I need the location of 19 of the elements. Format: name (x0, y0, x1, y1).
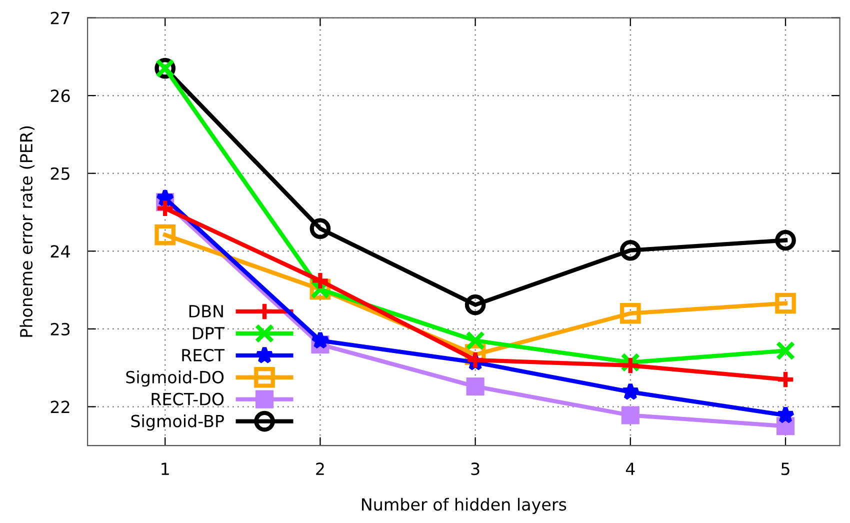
legend-label: DPT (193, 327, 225, 340)
x-tick-label: 5 (782, 462, 790, 476)
legend-label: RECT (182, 348, 225, 362)
y-tick-label: 26 (50, 90, 70, 102)
x-tick-label: 2 (316, 462, 324, 475)
legend-label: DBN (189, 305, 223, 318)
legend-label: Sigmoid-BP (131, 414, 224, 431)
x-tick-label: 3 (471, 462, 480, 476)
y-axis-title: Phoneme error rate (PER) (20, 126, 35, 337)
y-tick-label: 25 (50, 167, 70, 180)
x-tick-label: 4 (626, 462, 635, 475)
y-tick-label: 24 (50, 245, 70, 258)
legend-label: RECT-DO (152, 392, 224, 406)
y-tick-label: 27 (50, 12, 70, 24)
x-tick-label: 1 (162, 462, 169, 475)
legend-label: Sigmoid-DO (126, 370, 224, 387)
y-tick-label: 23 (50, 322, 70, 336)
x-axis-title: Number of hidden layers (362, 498, 566, 514)
y-tick-label: 22 (50, 400, 70, 414)
